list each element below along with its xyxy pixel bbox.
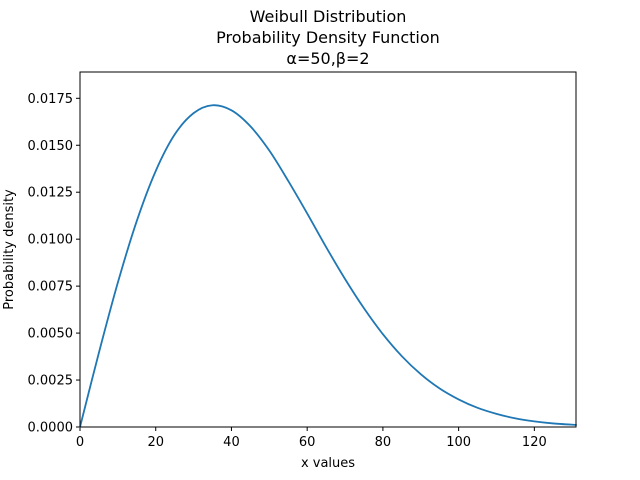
y-tick-label: 0.0000 — [28, 421, 74, 436]
y-tick-label: 0.0175 — [28, 92, 74, 107]
chart-title-line-1: Weibull Distribution — [250, 7, 407, 26]
y-tick-label: 0.0050 — [28, 327, 74, 342]
plot-frame — [79, 71, 577, 428]
y-tick-label: 0.0075 — [28, 280, 74, 295]
chart-title: Weibull Distribution Probability Density… — [216, 7, 440, 68]
y-axis-label: Probability density — [2, 189, 17, 310]
y-axis-ticks: 0.0000 0.0025 0.0050 0.0075 0.0100 0.0125 0.01… — [28, 92, 80, 436]
y-tick-label: 0.0150 — [28, 139, 74, 154]
x-tick-label: 80 — [375, 435, 392, 450]
x-tick-label: 120 — [522, 435, 547, 450]
x-tick-label: 40 — [223, 435, 240, 450]
chart-title-line-3: α=50,β=2 — [286, 49, 369, 68]
x-tick-label: 100 — [446, 435, 471, 450]
chart-title-line-2: Probability Density Function — [216, 28, 440, 47]
x-tick-label: 20 — [147, 435, 164, 450]
x-tick-label: 0 — [76, 435, 84, 450]
x-tick-label: 60 — [299, 435, 316, 450]
y-tick-label: 0.0025 — [28, 374, 74, 389]
y-tick-label: 0.0100 — [28, 233, 74, 248]
y-tick-label: 0.0125 — [28, 186, 74, 201]
x-axis-ticks: 0 20 40 60 80 100 120 — [76, 427, 547, 450]
x-axis-label: x values — [301, 456, 355, 471]
series-line — [79, 104, 577, 428]
